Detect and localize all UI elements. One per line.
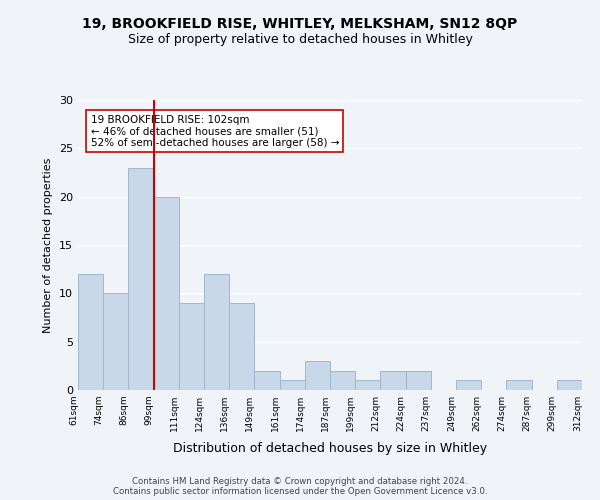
Bar [103, 294, 128, 390]
Bar [179, 303, 204, 390]
Text: Size of property relative to detached houses in Whitley: Size of property relative to detached ho… [128, 32, 472, 46]
Text: 19 BROOKFIELD RISE: 102sqm
← 46% of detached houses are smaller (51)
52% of semi: 19 BROOKFIELD RISE: 102sqm ← 46% of deta… [91, 114, 339, 148]
Text: 19, BROOKFIELD RISE, WHITLEY, MELKSHAM, SN12 8QP: 19, BROOKFIELD RISE, WHITLEY, MELKSHAM, … [82, 18, 518, 32]
Bar [254, 370, 280, 390]
Text: Contains public sector information licensed under the Open Government Licence v3: Contains public sector information licen… [113, 488, 487, 496]
Bar [128, 168, 154, 390]
Bar [229, 303, 254, 390]
Bar [154, 196, 179, 390]
Bar [406, 370, 431, 390]
Bar [78, 274, 103, 390]
Bar [204, 274, 229, 390]
Bar [280, 380, 305, 390]
X-axis label: Distribution of detached houses by size in Whitley: Distribution of detached houses by size … [173, 442, 487, 456]
Bar [305, 361, 330, 390]
Bar [330, 370, 355, 390]
Bar [506, 380, 532, 390]
Bar [355, 380, 380, 390]
Bar [456, 380, 481, 390]
Y-axis label: Number of detached properties: Number of detached properties [43, 158, 53, 332]
Bar [380, 370, 406, 390]
Bar [557, 380, 582, 390]
Text: Contains HM Land Registry data © Crown copyright and database right 2024.: Contains HM Land Registry data © Crown c… [132, 478, 468, 486]
